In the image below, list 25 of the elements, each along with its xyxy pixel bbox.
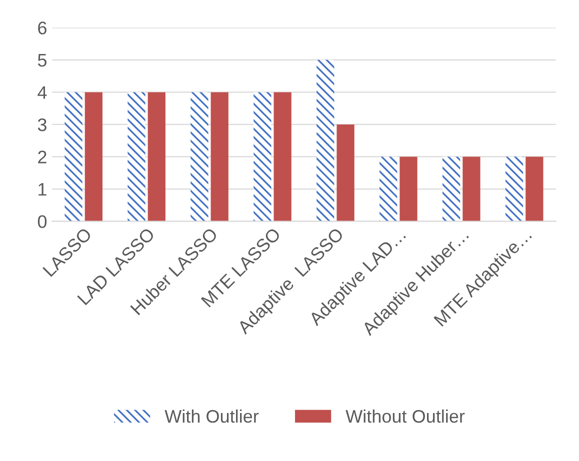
- bar: [462, 156, 480, 222]
- legend-label: Without Outlier: [346, 409, 465, 423]
- y-tick-label: 6: [38, 22, 46, 34]
- bar: [505, 156, 524, 222]
- bar: [526, 156, 544, 222]
- bar: [316, 60, 334, 222]
- bar: [148, 92, 166, 222]
- y-tick-label: 5: [38, 54, 46, 67]
- legend-label: With Outlier: [164, 409, 259, 423]
- bar: [128, 92, 146, 222]
- y-tick-label: 4: [38, 86, 47, 99]
- bar: [380, 156, 398, 222]
- bar: [210, 92, 228, 222]
- bar: [336, 124, 354, 222]
- bar: [84, 92, 102, 222]
- y-tick-label: 0: [38, 215, 47, 228]
- y-tick-label: 2: [38, 150, 46, 164]
- y-tick-label: 1: [38, 183, 46, 196]
- bar: [442, 156, 460, 222]
- bar: [254, 92, 272, 222]
- bar: [64, 92, 82, 222]
- y-tick-label: 3: [38, 118, 46, 132]
- bar: [400, 156, 418, 222]
- bar: [190, 92, 208, 222]
- bar: [274, 92, 292, 222]
